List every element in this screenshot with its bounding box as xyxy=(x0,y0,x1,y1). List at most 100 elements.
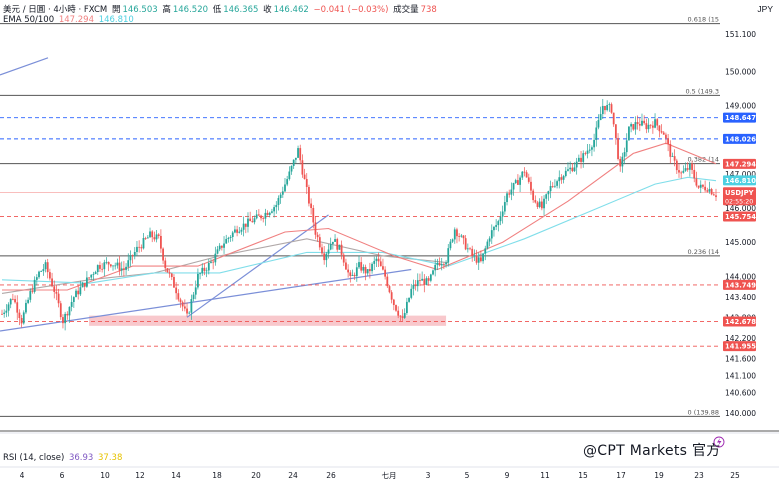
candle-body xyxy=(266,212,269,215)
candle-body xyxy=(384,269,387,277)
candle-body xyxy=(345,262,347,270)
candle-body xyxy=(466,248,469,250)
candle-body xyxy=(427,278,430,281)
candle-body xyxy=(477,257,480,263)
candle-body xyxy=(377,258,380,262)
candle-body xyxy=(525,172,528,178)
candle-body xyxy=(216,249,219,254)
candle-body xyxy=(260,215,262,219)
candle-body xyxy=(173,277,175,288)
x-tick-label: 10 xyxy=(100,471,110,480)
candle-body xyxy=(697,185,700,188)
candle-body xyxy=(42,269,45,272)
candle-body xyxy=(268,212,271,215)
candle-body xyxy=(456,229,458,237)
candle-body xyxy=(593,139,595,148)
rsi-label: RSI (14, close) xyxy=(3,453,65,463)
y-tick-label: 141.100 xyxy=(725,371,756,380)
candle-body xyxy=(371,263,373,272)
close-value: 146.462 xyxy=(273,5,309,15)
candle-body xyxy=(273,207,276,212)
candle-body xyxy=(242,223,245,230)
price-badge xyxy=(723,175,756,186)
candle-body xyxy=(436,262,439,265)
ema100-value: 146.810 xyxy=(98,15,134,25)
candle-body xyxy=(508,193,511,195)
candle-body xyxy=(530,181,532,191)
candle-body xyxy=(569,167,572,170)
candle-body xyxy=(715,195,717,198)
candle-body xyxy=(403,313,406,318)
candle-body xyxy=(79,287,82,295)
candle-body xyxy=(564,170,567,177)
rsi-legend[interactable]: RSI (14, close) 36.93 37.38 xyxy=(3,453,124,463)
candle-body xyxy=(451,239,454,242)
candle-body xyxy=(604,105,606,111)
price-badge-label: 146.810 xyxy=(725,177,756,185)
price-badge xyxy=(723,279,756,290)
candle-body xyxy=(601,105,604,115)
candle-body xyxy=(99,265,101,269)
price-badge-label: 145.754 xyxy=(725,213,756,221)
candle-body xyxy=(649,124,652,126)
candle-body xyxy=(351,274,354,276)
fib-label: 0.5 (149.3 xyxy=(685,87,719,95)
y-tick-label: 146.000 xyxy=(725,204,756,213)
ema50-line xyxy=(2,142,717,291)
candle-body xyxy=(157,234,160,236)
candle-body xyxy=(31,291,34,292)
candle-body xyxy=(210,261,212,263)
candle-body xyxy=(105,261,108,263)
candle-body xyxy=(107,261,110,265)
candle-body xyxy=(229,236,232,238)
candle-body xyxy=(234,229,236,233)
candle-body xyxy=(580,157,582,162)
price-badge xyxy=(723,112,756,123)
candle-body xyxy=(44,262,47,270)
x-tick-label: 14 xyxy=(171,471,181,480)
candle-body xyxy=(632,124,635,130)
candle-body xyxy=(395,305,397,311)
candle-body xyxy=(188,312,191,314)
candle-body xyxy=(310,203,313,208)
candle-body xyxy=(127,260,130,267)
candle-body xyxy=(281,191,284,195)
candle-body xyxy=(142,238,145,249)
candle-body xyxy=(460,235,463,237)
candle-body xyxy=(597,120,600,128)
y-tick-label: 150.000 xyxy=(725,67,756,76)
candle-body xyxy=(277,198,280,205)
candle-body xyxy=(662,132,665,135)
candle-body xyxy=(101,268,104,270)
price-badge xyxy=(723,211,756,222)
candle-body xyxy=(109,264,112,267)
candle-body xyxy=(186,308,188,314)
candle-body xyxy=(358,262,360,268)
candle-body xyxy=(490,230,493,239)
candle-body xyxy=(160,235,162,249)
candle-body xyxy=(72,297,75,302)
candle-body xyxy=(299,148,302,161)
candle-body xyxy=(197,273,199,288)
candle-body xyxy=(623,152,626,157)
price-badge-label: 141.955 xyxy=(725,343,756,351)
candle-body xyxy=(634,122,637,130)
candle-body xyxy=(373,260,376,264)
countdown-label: 02:55:20 xyxy=(725,198,753,205)
candle-body xyxy=(312,207,315,223)
candle-body xyxy=(308,186,310,204)
trendline xyxy=(0,57,49,76)
x-tick-label: 20 xyxy=(251,471,261,480)
candle-body xyxy=(621,156,624,167)
candle-body xyxy=(447,248,450,263)
candle-body xyxy=(264,212,267,219)
candle-body xyxy=(584,153,587,155)
ema-legend[interactable]: EMA 50/100 147.294 146.810 xyxy=(3,15,136,25)
candle-body xyxy=(227,237,230,239)
candle-body xyxy=(545,194,548,199)
candle-body xyxy=(336,239,339,250)
trendline xyxy=(0,268,412,332)
x-tick-label: 25 xyxy=(730,471,740,480)
candle-body xyxy=(438,262,441,266)
